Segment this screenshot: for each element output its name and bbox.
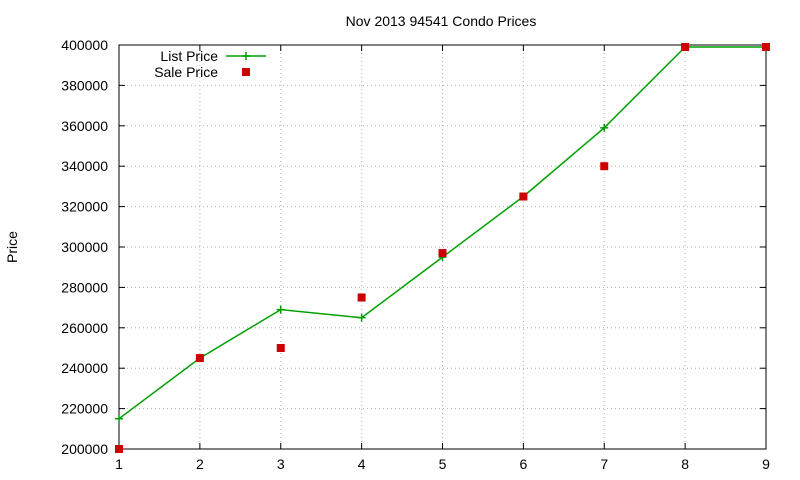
x-tick-label: 2 bbox=[196, 456, 204, 472]
sale-price-point bbox=[438, 249, 447, 258]
list-price-point bbox=[115, 414, 123, 423]
y-tick-label: 320000 bbox=[61, 199, 108, 215]
sale-price-point bbox=[762, 43, 770, 52]
sale-price-point bbox=[357, 293, 366, 302]
series-layer bbox=[115, 43, 770, 453]
list-price-point bbox=[357, 313, 366, 322]
y-tick-label: 360000 bbox=[61, 118, 108, 134]
list-price-point bbox=[276, 305, 285, 314]
legend-square-swatch bbox=[242, 68, 250, 76]
x-tick-label: 7 bbox=[600, 456, 608, 472]
y-tick-label: 280000 bbox=[61, 279, 108, 295]
y-tick-label: 380000 bbox=[61, 77, 108, 93]
y-tick-label: 400000 bbox=[61, 37, 108, 53]
x-tick-label: 4 bbox=[358, 456, 366, 472]
legend-label: Sale Price bbox=[154, 64, 218, 80]
y-tick-label: 300000 bbox=[61, 239, 108, 255]
y-axis-label: Price bbox=[4, 231, 20, 263]
list-price-point bbox=[600, 123, 609, 132]
x-tick-label: 5 bbox=[439, 456, 447, 472]
y-tick-label: 200000 bbox=[61, 441, 108, 457]
plot-frame bbox=[118, 44, 767, 450]
legend-cross-swatch bbox=[242, 52, 250, 60]
y-tick-label: 220000 bbox=[61, 401, 108, 417]
sale-price-point bbox=[115, 445, 123, 453]
y-tick-label: 240000 bbox=[61, 360, 108, 376]
sale-price-point bbox=[195, 354, 204, 363]
sale-price-point bbox=[600, 162, 609, 171]
x-tick-label: 8 bbox=[681, 456, 689, 472]
y-tick-label: 260000 bbox=[61, 320, 108, 336]
x-tick-label: 6 bbox=[519, 456, 527, 472]
x-tick-label: 3 bbox=[277, 456, 285, 472]
list-price-line bbox=[118, 46, 766, 420]
x-tick-label: 1 bbox=[115, 456, 123, 472]
legend-label: List Price bbox=[160, 48, 218, 64]
chart-title: Nov 2013 94541 Condo Prices bbox=[346, 13, 537, 29]
sale-price-point bbox=[519, 192, 528, 201]
x-tick-label: 9 bbox=[762, 456, 770, 472]
grid-lines bbox=[119, 45, 766, 449]
sale-price-point bbox=[276, 344, 285, 352]
sale-price-point bbox=[681, 43, 690, 52]
series-sale-price bbox=[115, 43, 770, 453]
axis-ticks: 200000 220000 240000 260000 280000 300000 3200… bbox=[61, 37, 770, 472]
y-tick-label: 340000 bbox=[61, 158, 108, 174]
